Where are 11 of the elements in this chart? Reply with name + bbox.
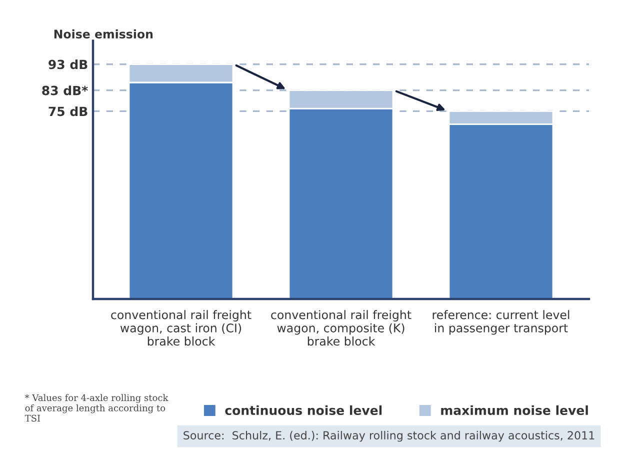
legend-label: maximum noise level	[441, 405, 588, 416]
y-axis-title: Noise emission	[54, 29, 153, 38]
y-tick-label: 83 dB*	[42, 86, 88, 96]
x-tick-label: reference: current level in passenger transport	[432, 310, 570, 335]
legend-label: continuous noise level	[225, 405, 382, 416]
x-tick-label: conventional rail freight wagon, composite (K) brake block	[271, 310, 412, 346]
x-tick-label: conventional rail freight wagon, cast iron (CI) brake block	[111, 310, 252, 346]
y-tick-label: 93 dB	[48, 59, 88, 70]
y-tick-label: 75 dB	[48, 106, 88, 116]
text: * Values for 4-axle rolling stock of average length according to TSI	[24, 394, 168, 422]
source-note: Source: Schulz, E. (ed.): Railway rolling stock and railway acoustics, 2011	[184, 430, 594, 442]
